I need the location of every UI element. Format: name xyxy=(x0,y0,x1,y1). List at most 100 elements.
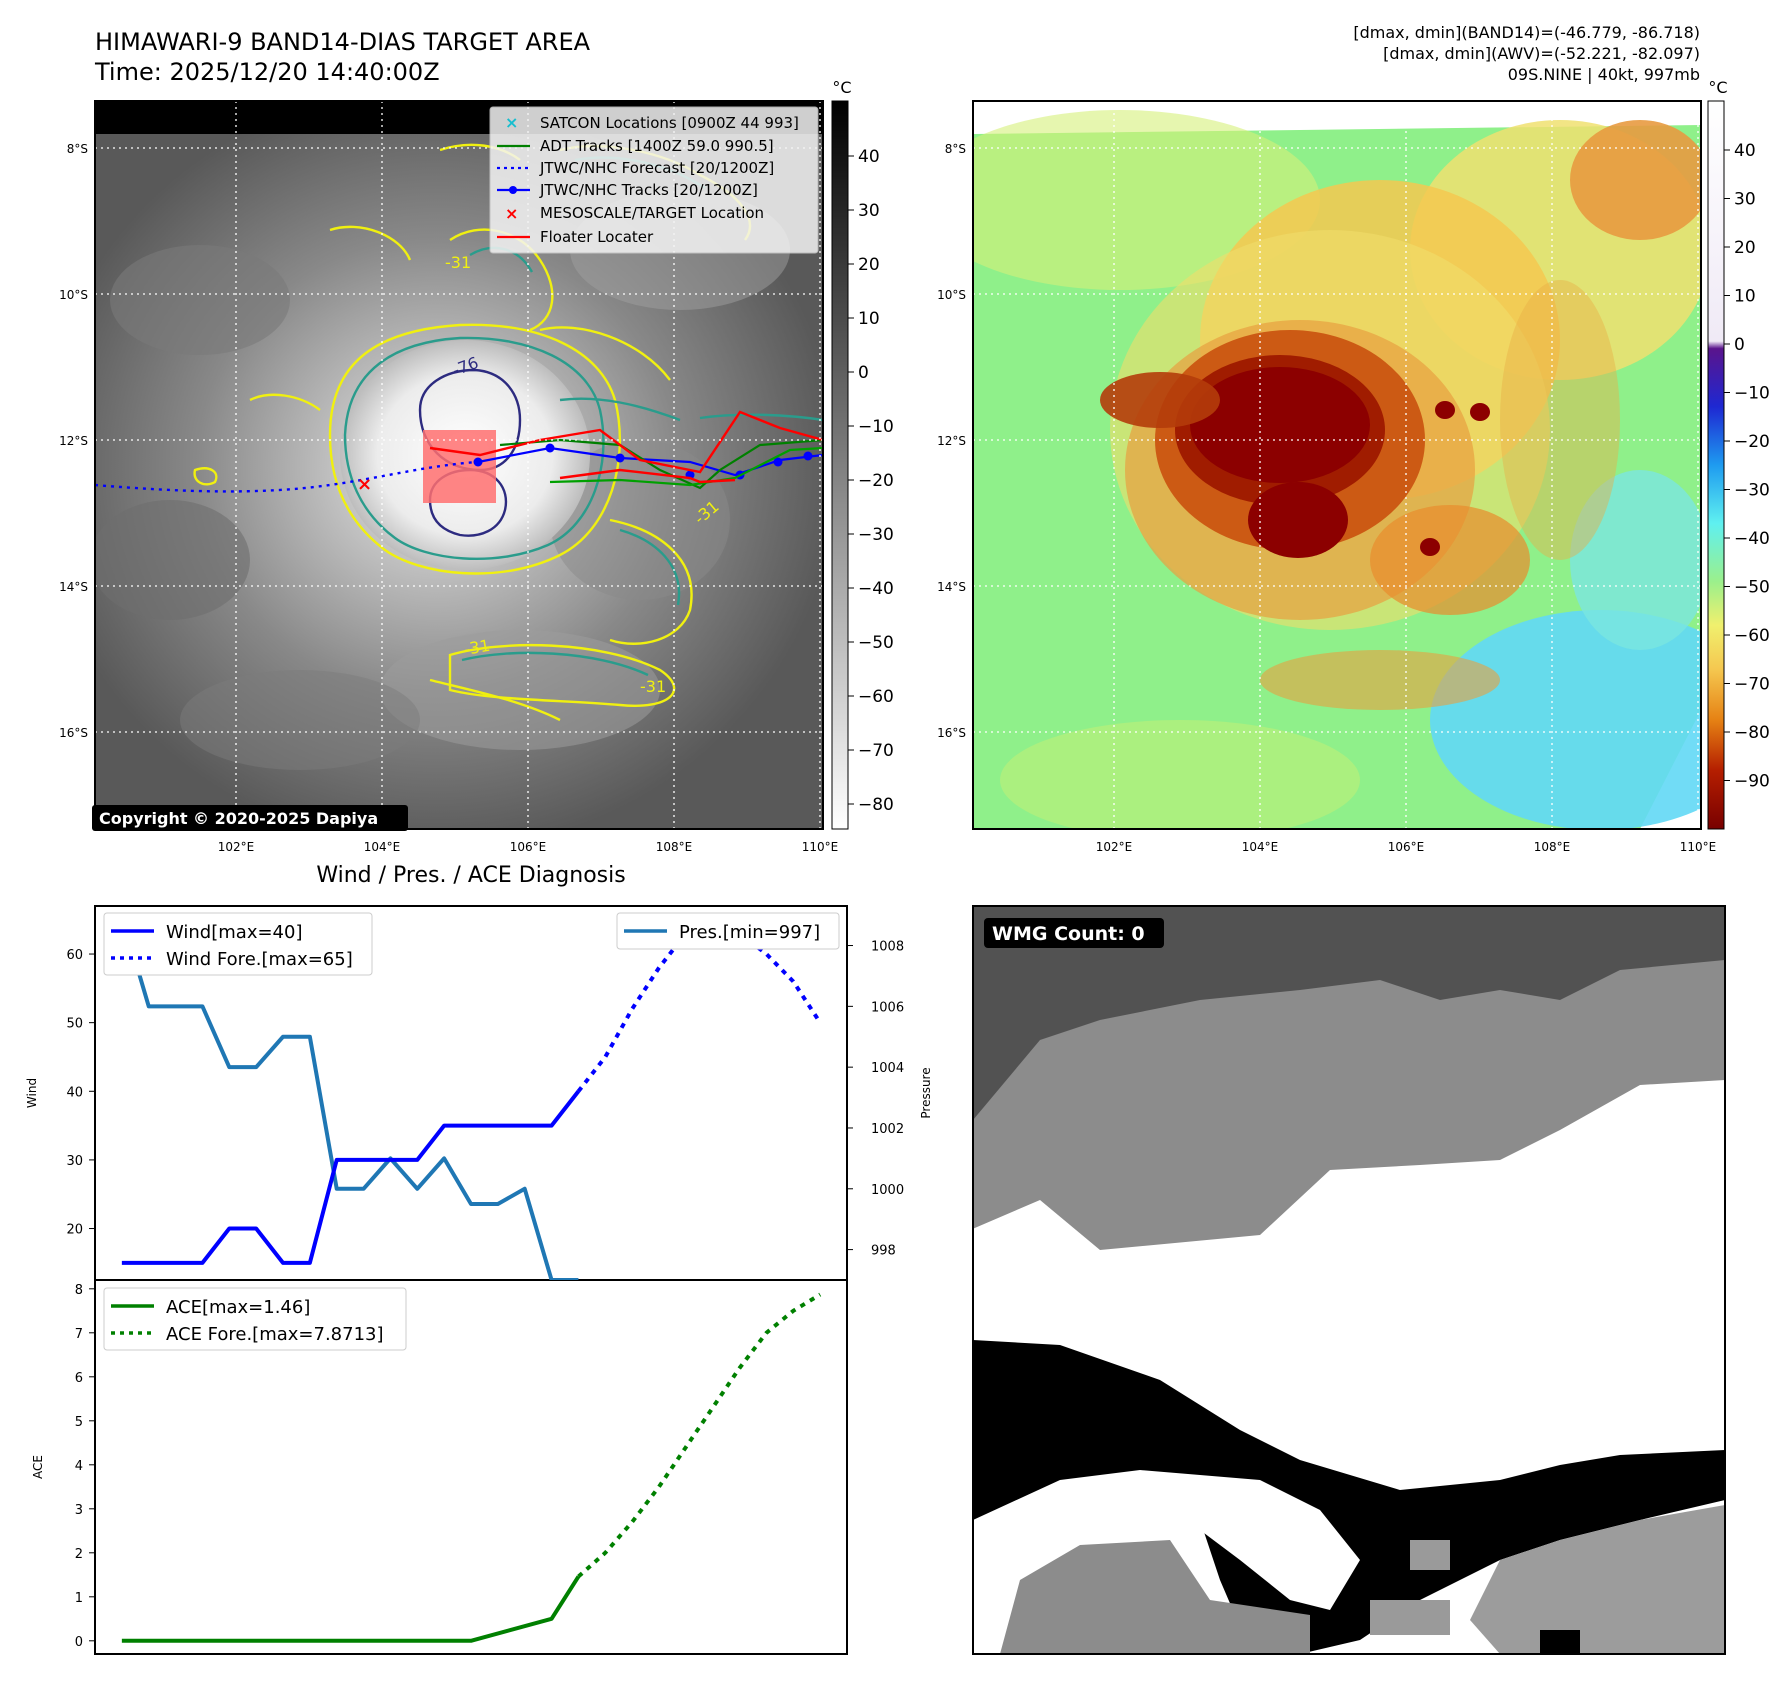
floater-box xyxy=(423,430,496,503)
legend-wind-fore: Wind Fore.[max=65] xyxy=(166,949,353,970)
awv-map-frame xyxy=(972,100,1702,830)
ace-axis-label: ACE xyxy=(31,1455,45,1479)
ace-tick-label: 1 xyxy=(75,1591,83,1606)
color-colorbar-tick-label: −70 xyxy=(1734,675,1770,695)
lon-label: 104°E xyxy=(1242,840,1279,854)
gray-colorbar-tick-label: −70 xyxy=(858,741,894,761)
wmg-frame xyxy=(972,905,1726,1655)
legend-adt: ADT Tracks [1400Z 59.0 990.5] xyxy=(540,137,774,155)
lon-label: 106°E xyxy=(510,840,547,854)
lon-label: 110°E xyxy=(802,840,839,854)
color-colorbar-tick-label: 10 xyxy=(1734,287,1756,307)
ace-tick-label: 3 xyxy=(75,1503,83,1518)
right-lat-labels: 8°S 10°S 12°S 14°S 16°S xyxy=(937,142,966,740)
lat-label: 12°S xyxy=(59,434,88,448)
ace-tick-label: 6 xyxy=(75,1371,83,1386)
ace-legend: ACE[max=1.46] ACE Fore.[max=7.8713] xyxy=(103,1287,407,1351)
legend-target: MESOSCALE/TARGET Location xyxy=(540,204,764,222)
color-colorbar-tick-label: −80 xyxy=(1734,723,1770,743)
lat-label: 10°S xyxy=(59,288,88,302)
copyright-text: Copyright © 2020-2025 Dapiya xyxy=(99,809,378,828)
wmg-count-box xyxy=(984,918,1164,948)
ace-axis: 8 7 6 5 4 3 2 1 0 xyxy=(75,1283,95,1650)
target-location-marker: × xyxy=(357,474,372,495)
color-colorbar-tick-label: −30 xyxy=(1734,481,1770,501)
color-colorbar-tick-label: −60 xyxy=(1734,626,1770,646)
ace-forecast-series-line xyxy=(577,1292,822,1579)
wind-tick-label: 30 xyxy=(66,1154,83,1169)
wind-tick-label: 50 xyxy=(66,1017,83,1032)
pres-tick-label: 1002 xyxy=(871,1122,904,1137)
color-colorbar-tick-label: −10 xyxy=(1734,384,1770,404)
lat-label: 16°S xyxy=(937,726,966,740)
gray-colorbar-tick-label: −40 xyxy=(858,579,894,599)
color-colorbar-tick-label: −40 xyxy=(1734,529,1770,549)
floater-track xyxy=(429,410,823,474)
adt-track xyxy=(499,438,823,490)
lat-label: 8°S xyxy=(945,142,966,156)
floater-track-2 xyxy=(559,468,736,484)
wind-tick-label: 20 xyxy=(66,1223,83,1238)
legend-jtwc-tracks: JTWC/NHC Tracks [20/1200Z] xyxy=(539,181,758,199)
gray-colorbar-tick-label: 20 xyxy=(858,255,880,275)
gray-colorbar-tick-label: 30 xyxy=(858,201,880,221)
gray-colorbar-tick-label: −50 xyxy=(858,633,894,653)
gray-colorbar-tick-label: −60 xyxy=(858,687,894,707)
legend-ace-fore: ACE Fore.[max=7.8713] xyxy=(166,1324,384,1345)
pressure-series-line xyxy=(119,914,579,1280)
diag-title: Wind / Pres. / ACE Diagnosis xyxy=(316,863,625,888)
copyright-box xyxy=(92,805,408,831)
wmg-panel xyxy=(973,906,1725,1654)
lat-label: 16°S xyxy=(59,726,88,740)
dmax-band14: [dmax, dmin](BAND14)=(-46.779, -86.718) xyxy=(1353,23,1700,42)
lon-label: 102°E xyxy=(1096,840,1133,854)
wind-tick-label: 60 xyxy=(66,948,83,963)
gray-colorbar-tick-label: 0 xyxy=(858,363,869,383)
lat-label: 10°S xyxy=(937,288,966,302)
wmg-count: WMG Count: 0 xyxy=(992,923,1145,945)
legend-ace: ACE[max=1.46] xyxy=(166,1297,310,1318)
gray-colorbar-tick-label: 10 xyxy=(858,309,880,329)
figure-time: Time: 2025/12/20 14:40:00Z xyxy=(94,58,440,86)
gray-colorbar-tick-label: −30 xyxy=(858,525,894,545)
lon-label: 108°E xyxy=(1534,840,1571,854)
legend-satcon: SATCON Locations [0900Z 44 993] xyxy=(540,114,799,132)
wind-axis: 60 50 40 30 20 xyxy=(66,948,95,1238)
color-colorbar-tick-label: −90 xyxy=(1734,772,1770,792)
gray-colorbar: °C 40 30 20 10 0 −10 −20 −30 −40 −50 −60 −70 −80 xyxy=(831,78,894,830)
color-colorbar-tick-label: 40 xyxy=(1734,141,1756,161)
ace-tick-label: 4 xyxy=(75,1459,83,1474)
wind-legend: Wind[max=40] Wind Fore.[max=65] xyxy=(103,912,373,976)
figure-title: HIMAWARI-9 BAND14-DIAS TARGET AREA xyxy=(95,28,591,56)
pressure-axis-label: Pressure xyxy=(919,1067,933,1118)
legend-pres: Pres.[min=997] xyxy=(679,922,820,943)
awv-map xyxy=(973,101,1701,829)
left-lat-labels: 8°S 10°S 12°S 14°S 16°S xyxy=(59,142,88,740)
contour-label: -31 xyxy=(445,253,471,272)
wind-series-line xyxy=(121,1090,581,1265)
color-colorbar-tick-label: 20 xyxy=(1734,238,1756,258)
lat-label: 14°S xyxy=(937,580,966,594)
color-colorbar-tick-label: 0 xyxy=(1734,335,1745,355)
lat-label: 12°S xyxy=(937,434,966,448)
right-lon-labels: 102°E 104°E 106°E 108°E 110°E xyxy=(1096,840,1717,854)
gray-colorbar-tick-label: −10 xyxy=(858,417,894,437)
storm-info: 09S.NINE | 40kt, 997mb xyxy=(1508,65,1700,84)
legend-wind: Wind[max=40] xyxy=(166,922,303,943)
lon-label: 110°E xyxy=(1680,840,1717,854)
ace-tick-label: 8 xyxy=(75,1283,83,1298)
pres-tick-label: 1000 xyxy=(871,1183,904,1198)
ace-tick-label: 0 xyxy=(75,1635,83,1650)
wind-tick-label: 40 xyxy=(66,1085,83,1100)
color-colorbar-tick-label: −50 xyxy=(1734,578,1770,598)
lon-label: 102°E xyxy=(218,840,255,854)
contour-label: -31 xyxy=(640,677,666,696)
color-colorbar-tick-label: 30 xyxy=(1734,190,1756,210)
color-colorbar-unit: °C xyxy=(1708,78,1727,97)
lat-label: 8°S xyxy=(67,142,88,156)
dmax-awv: [dmax, dmin](AWV)=(-52.221, -82.097) xyxy=(1383,44,1700,63)
lon-label: 106°E xyxy=(1388,840,1425,854)
lat-label: 14°S xyxy=(59,580,88,594)
ace-tick-label: 7 xyxy=(75,1327,83,1342)
pres-tick-label: 1004 xyxy=(871,1061,904,1076)
